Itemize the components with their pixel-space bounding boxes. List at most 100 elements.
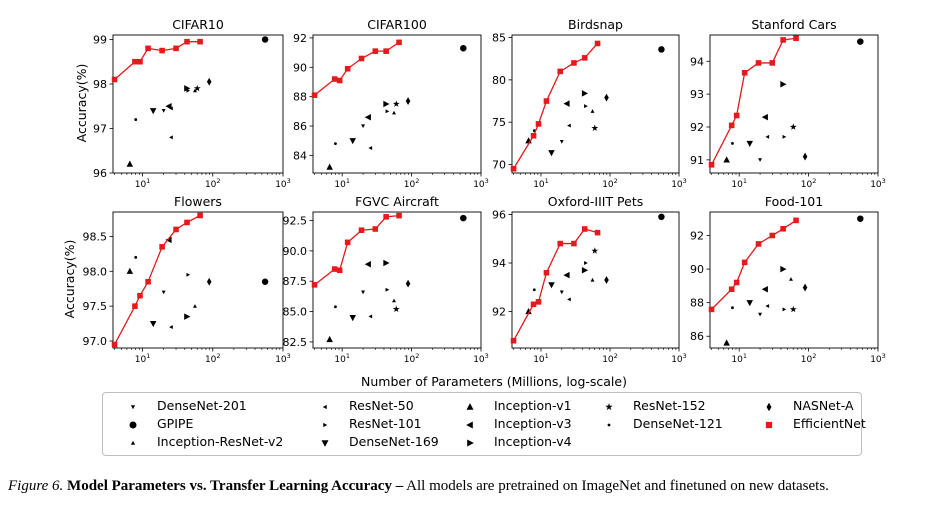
legend-label: ResNet-152 bbox=[633, 398, 706, 413]
x-tick-label: 101 bbox=[731, 352, 747, 365]
x-tick-label: 101 bbox=[334, 352, 350, 365]
point-resnet-152 bbox=[789, 123, 797, 130]
point-densenet-201 bbox=[161, 109, 166, 113]
y-tick-label: 80 bbox=[492, 74, 506, 87]
subplot-title: Food-101 bbox=[765, 194, 823, 209]
legend-marker bbox=[765, 421, 773, 429]
efficientnet-point bbox=[741, 69, 748, 76]
x-tick-label: 102 bbox=[404, 177, 420, 190]
plot-frame bbox=[511, 211, 680, 349]
subplot-flowers: Flowers 101 102 103 97.0 97.5 98.0 98.5 bbox=[83, 194, 291, 365]
plot-frame bbox=[312, 34, 482, 174]
efficientnet-point bbox=[728, 286, 735, 293]
subplot-title: CIFAR100 bbox=[367, 17, 427, 32]
legend-label: ResNet-50 bbox=[349, 398, 414, 413]
x-tick-label: 103 bbox=[275, 177, 291, 190]
x-tick-label: 103 bbox=[473, 352, 489, 365]
point-inception-v1 bbox=[723, 156, 730, 163]
x-tick-label: 103 bbox=[473, 177, 489, 190]
point-nasnet-a bbox=[405, 279, 411, 288]
caption-title: Model Parameters vs. Transfer Learning A… bbox=[67, 478, 404, 494]
efficientnet-point bbox=[769, 232, 776, 239]
point-inception-v3 bbox=[563, 100, 570, 107]
point-resnet-101 bbox=[385, 287, 390, 292]
y-axis-label-top: Accuracy(%) bbox=[74, 64, 89, 143]
efficientnet-point bbox=[557, 240, 564, 247]
efficientnet-point bbox=[708, 306, 715, 313]
legend-marker-tri_down bbox=[130, 405, 136, 410]
y-tick-label: 92.5 bbox=[283, 215, 308, 228]
point-inception-v3 bbox=[364, 260, 371, 268]
subplot-title: CIFAR10 bbox=[172, 17, 224, 32]
legend-marker-triangle_down bbox=[321, 440, 329, 447]
caption-label: Figure 6. bbox=[8, 478, 64, 494]
caption-text: All models are pretrained on ImageNet an… bbox=[406, 478, 829, 494]
y-tick-label: 85.0 bbox=[283, 306, 308, 319]
legend-marker bbox=[321, 440, 329, 447]
efficientnet-point bbox=[396, 212, 402, 219]
x-tick-label: 102 bbox=[801, 177, 817, 190]
point-gpipe bbox=[261, 36, 269, 43]
y-tick-label: 85 bbox=[492, 32, 506, 45]
point-densenet-121 bbox=[134, 255, 138, 259]
point-resnet-50 bbox=[368, 146, 373, 150]
efficientnet-point bbox=[159, 244, 165, 250]
legend-marker-triangle_right bbox=[467, 439, 474, 447]
efficientnet-point bbox=[197, 212, 203, 219]
efficientnet-point bbox=[793, 217, 799, 224]
efficientnet-point bbox=[331, 266, 338, 272]
efficientnet-point bbox=[159, 47, 165, 54]
y-tick-label: 96 bbox=[93, 167, 107, 180]
x-tick-label: 103 bbox=[275, 352, 291, 365]
legend-marker-point bbox=[607, 423, 611, 427]
efficientnet-point bbox=[780, 226, 786, 232]
legend-marker bbox=[466, 403, 474, 410]
efficientnet-point bbox=[708, 161, 715, 168]
efficientnet-point bbox=[510, 165, 517, 172]
legend-marker bbox=[605, 403, 613, 411]
efficientnet-point bbox=[383, 48, 389, 54]
figure-caption: Figure 6. Model Parameters vs. Transfer … bbox=[8, 478, 938, 495]
plot-frame bbox=[312, 211, 482, 349]
plot-frame bbox=[511, 34, 680, 174]
x-tick-label: 103 bbox=[671, 352, 687, 365]
point-resnet-50 bbox=[368, 314, 373, 319]
y-tick-label: 86 bbox=[293, 120, 307, 133]
efficientnet-point bbox=[372, 48, 379, 54]
y-tick-label: 84 bbox=[293, 149, 307, 162]
point-inception-v4 bbox=[780, 265, 787, 273]
efficientnet-point bbox=[733, 112, 740, 119]
point-resnet-152 bbox=[789, 305, 797, 313]
point-resnet-50 bbox=[169, 106, 173, 111]
efficientnet-point bbox=[173, 45, 179, 52]
efficientnet-point bbox=[372, 226, 379, 232]
point-resnet-101 bbox=[782, 307, 787, 312]
legend-marker-tri_right bbox=[323, 422, 328, 428]
efficientnet-point bbox=[755, 241, 762, 247]
efficientnet-point bbox=[344, 239, 351, 246]
x-tick-label: 101 bbox=[533, 177, 549, 190]
point-resnet-152 bbox=[591, 247, 599, 254]
point-gpipe bbox=[658, 213, 665, 221]
point-inception-v1 bbox=[723, 339, 730, 346]
legend-label: Inception-v3 bbox=[494, 416, 572, 431]
legend-marker bbox=[467, 439, 474, 447]
efficientnet-point bbox=[543, 98, 550, 104]
y-tick-label: 82.5 bbox=[283, 336, 308, 349]
point-densenet-121 bbox=[532, 288, 536, 292]
point-gpipe bbox=[460, 214, 467, 222]
y-tick-label: 92 bbox=[690, 230, 704, 243]
efficientnet-point bbox=[344, 65, 351, 72]
y-tick-label: 90.0 bbox=[283, 245, 308, 258]
efficientnet-point bbox=[311, 282, 318, 288]
x-tick-label: 101 bbox=[731, 177, 747, 190]
y-tick-label: 92 bbox=[690, 121, 704, 134]
y-tick-label: 92 bbox=[492, 306, 506, 319]
point-densenet-121 bbox=[731, 142, 734, 145]
point-densenet-121 bbox=[134, 118, 138, 121]
efficientnet-line bbox=[512, 228, 598, 342]
point-inception-v3 bbox=[364, 113, 371, 121]
y-tick-label: 88 bbox=[690, 297, 704, 310]
legend-marker-triangle_up bbox=[466, 403, 474, 410]
y-tick-label: 99 bbox=[93, 33, 107, 46]
